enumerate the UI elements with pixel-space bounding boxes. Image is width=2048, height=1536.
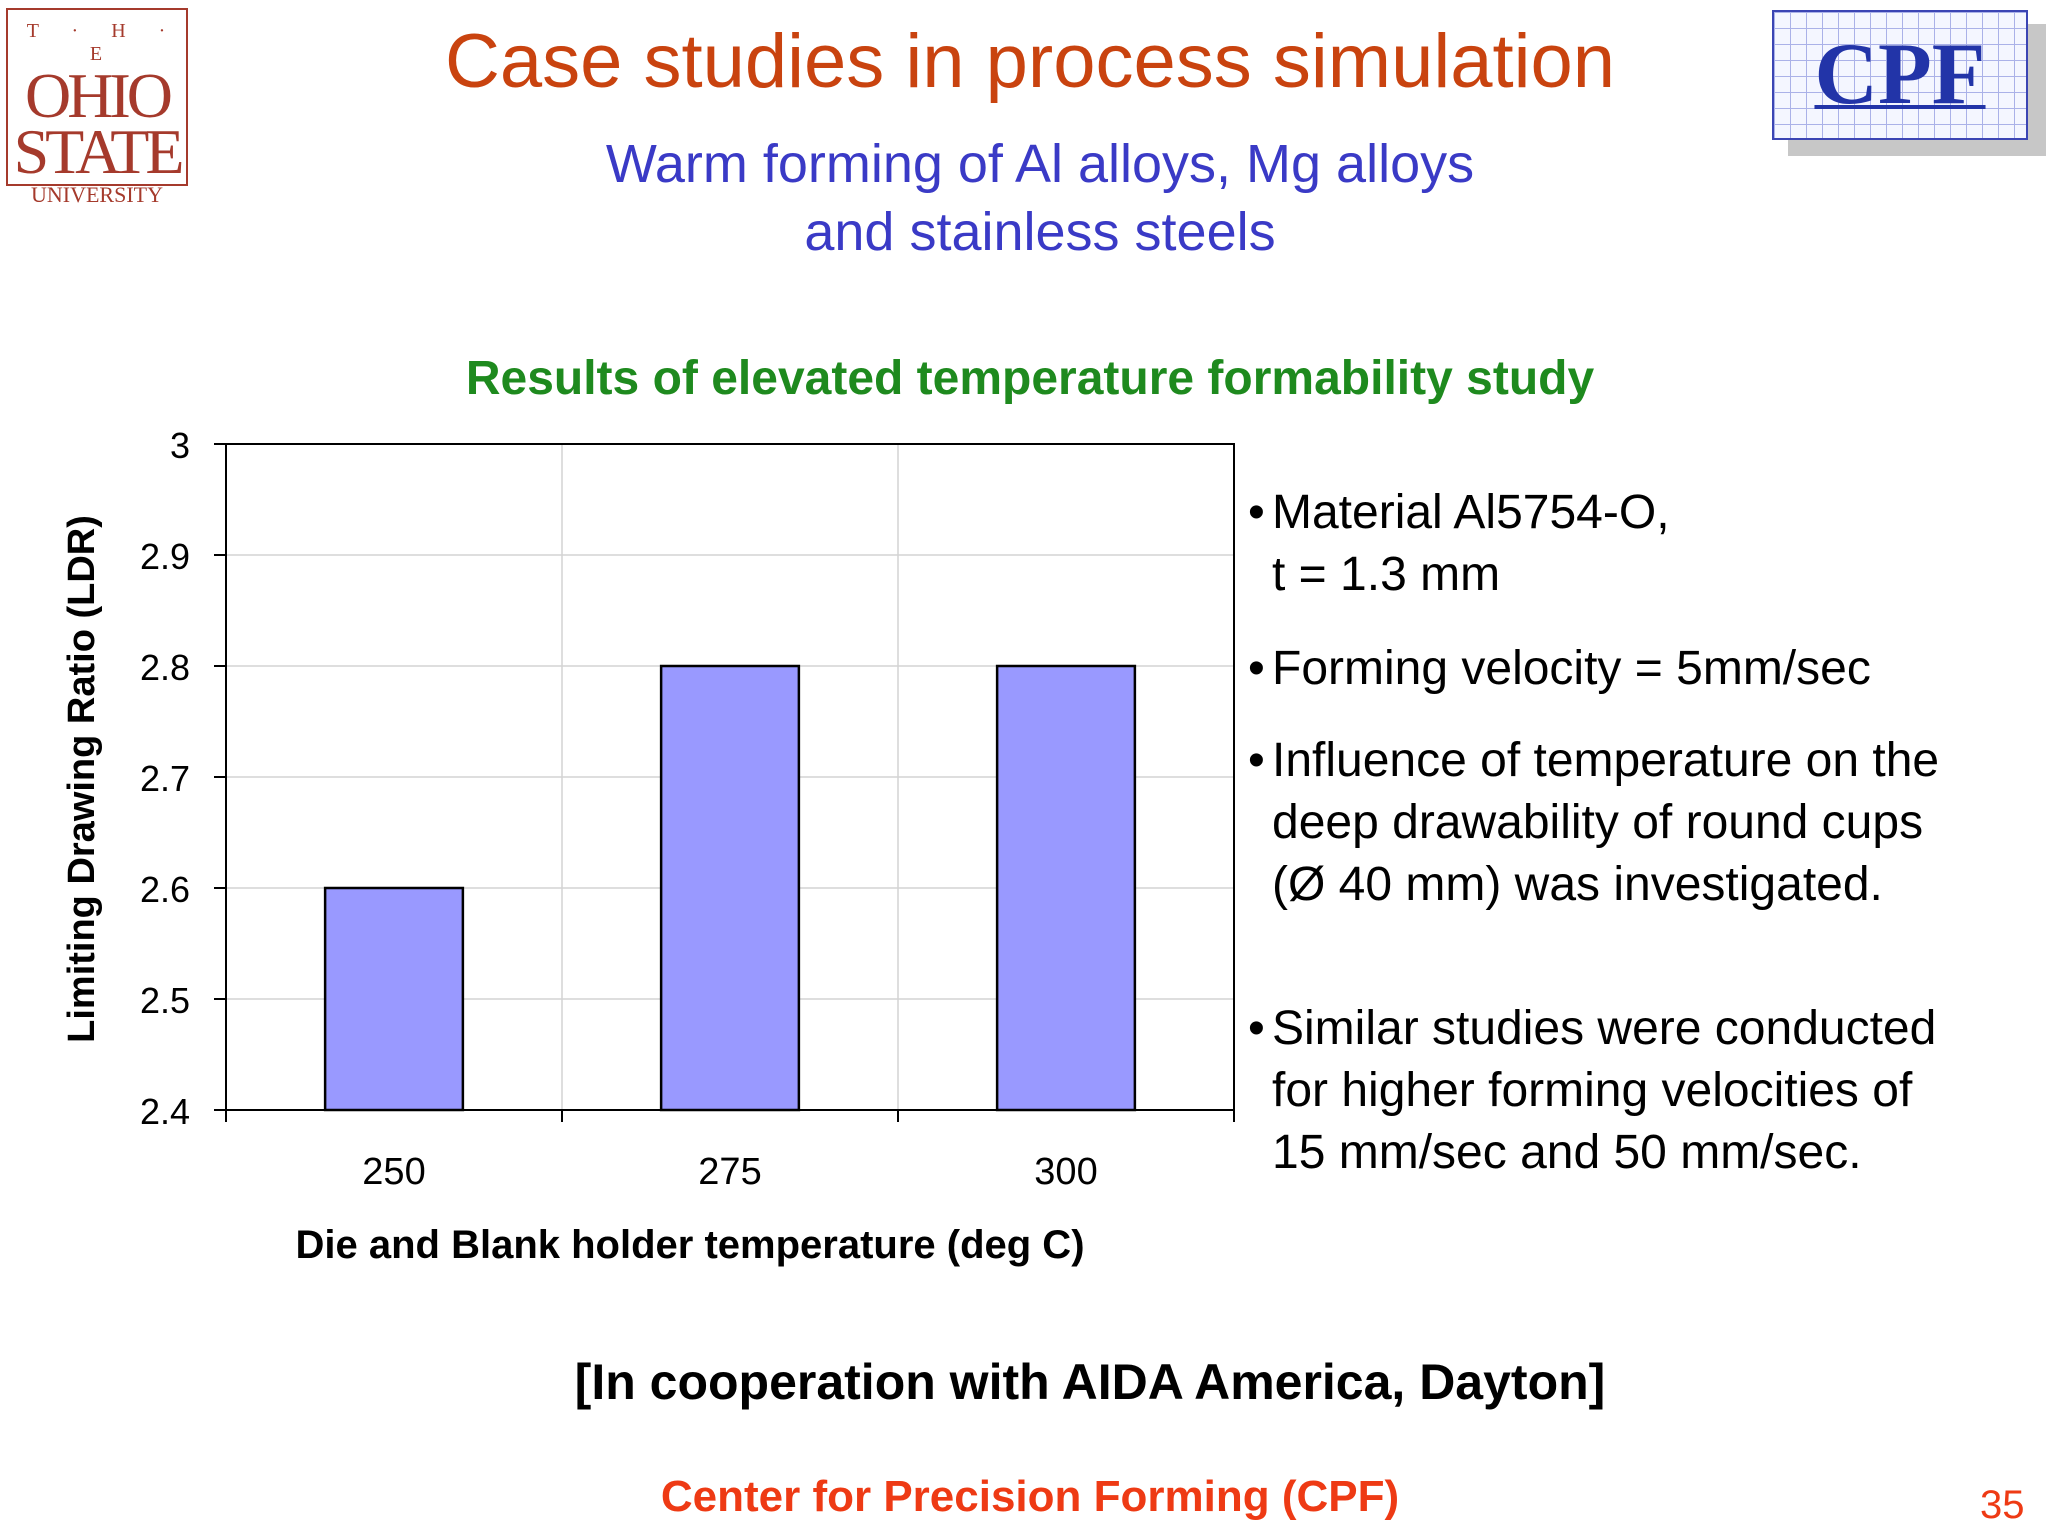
- y-tick-label: 2.7: [140, 758, 190, 799]
- bullet-similar-line3: 15 mm/sec and 50 mm/sec.: [1272, 1126, 1862, 1179]
- bullet-influence-line1: Influence of temperature on the: [1272, 734, 1940, 787]
- y-tick-label: 2.4: [140, 1091, 190, 1132]
- logo-state-text: STATE: [13, 116, 185, 187]
- x-tick-label: 275: [698, 1151, 761, 1193]
- logo-the-text: T · H · E: [26, 20, 180, 65]
- chart-bars: [323, 664, 1137, 1112]
- slide-subtitle-line1: Warm forming of Al alloys, Mg alloys: [605, 134, 1475, 194]
- cpf-logo: CPF: [1772, 10, 2028, 140]
- x-axis-title: Die and Blank holder temperature (deg C): [295, 1223, 1084, 1267]
- bullet-material-line1: Material Al5754-O,: [1272, 486, 1670, 539]
- bullet-similar-line2: for higher forming velocities of: [1272, 1064, 1913, 1117]
- bullet-dot: •: [1248, 486, 1265, 539]
- slide-title: Case studies in process simulation: [444, 19, 1616, 104]
- y-tick-label: 2.5: [140, 980, 190, 1021]
- bullet-influence-line3: (Ø 40 mm) was investigated.: [1272, 858, 1883, 911]
- footer-text: Center for Precision Forming (CPF): [660, 1472, 1400, 1521]
- bullet-dot: •: [1248, 734, 1265, 787]
- y-tick-label: 3: [170, 425, 190, 466]
- y-tick-label: 2.9: [140, 536, 190, 577]
- bullet-velocity-line1: Forming velocity = 5mm/sec: [1272, 642, 1871, 695]
- bullet-dot: •: [1248, 1002, 1265, 1055]
- y-tick-label: 2.8: [140, 647, 190, 688]
- chart-labels: 2.4 2.5 2.6 2.7 2.8 2.9 3 250 275 300 Die and Blan…: [61, 425, 1098, 1267]
- bullet-material: • Material Al5754-O, t = 1.3 mm: [1248, 482, 1670, 606]
- bullet-influence-line2: deep drawability of round cups: [1272, 796, 1924, 849]
- logo-university-text: UNIVERSITY: [31, 182, 163, 207]
- section-title: Results of elevated temperature formabil…: [465, 352, 1595, 405]
- bullet-influence: • Influence of temperature on the deep d…: [1248, 730, 1940, 916]
- bar-275: [659, 664, 801, 1112]
- slide-subtitle-line2: and stainless steels: [804, 202, 1276, 262]
- x-tick-label: 250: [362, 1151, 425, 1193]
- ohio-state-logo: T · H · E OHIO STATE UNIVERSITY: [6, 8, 188, 207]
- logo-ohio-text: OHIO: [25, 60, 173, 131]
- ldr-bar-chart: 2.4 2.5 2.6 2.7 2.8 2.9 3 250 275 300 Die and Blan…: [61, 425, 1235, 1267]
- chart-axes: [214, 443, 1235, 1122]
- page-number: 35: [1980, 1483, 2025, 1527]
- cooperation-note: [In cooperation with AIDA America, Dayto…: [574, 1354, 1606, 1410]
- y-axis-title: Limiting Drawing Ratio (LDR): [61, 515, 103, 1043]
- bar-300: [995, 664, 1137, 1112]
- x-tick-label: 300: [1034, 1151, 1097, 1193]
- bullet-velocity: • Forming velocity = 5mm/sec: [1248, 638, 1871, 700]
- bullet-dot: •: [1248, 642, 1265, 695]
- bullet-material-line2: t = 1.3 mm: [1272, 548, 1501, 601]
- bar-250: [323, 886, 465, 1112]
- cpf-logo-text: CPF: [1814, 26, 1986, 123]
- bullet-similar-studies: • Similar studies were conducted for hig…: [1248, 998, 1937, 1184]
- y-tick-label: 2.6: [140, 869, 190, 910]
- bullet-similar-line1: Similar studies were conducted: [1272, 1002, 1937, 1055]
